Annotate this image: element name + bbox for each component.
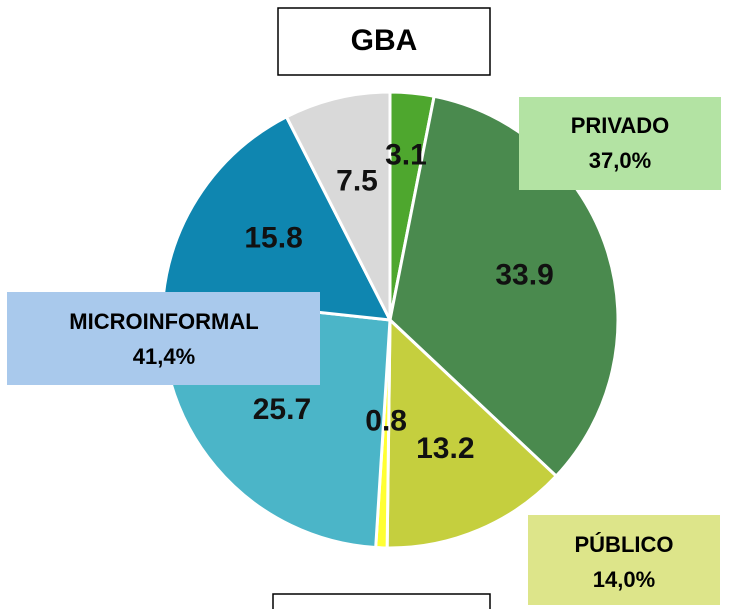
data-label: 3.1	[385, 139, 427, 172]
data-label: 13.2	[416, 432, 474, 465]
slice	[284, 90, 392, 321]
annotation-box	[528, 515, 720, 605]
annotation: 37,0%	[589, 148, 651, 173]
data-label: 15.8	[244, 222, 302, 255]
annotation: 14,0%	[593, 567, 655, 592]
slice	[385, 316, 559, 550]
data-label: 33.9	[495, 259, 553, 292]
slice	[388, 94, 620, 479]
annotation-box	[519, 97, 721, 190]
annotation: PRIVADO	[571, 113, 670, 138]
annotation-box	[7, 292, 320, 385]
annotation: PÚBLICO	[575, 532, 674, 557]
annotation: MICROINFORMAL	[69, 309, 258, 334]
data-label: 7.5	[336, 164, 378, 197]
title-box	[277, 7, 491, 76]
data-label: 25.7	[253, 393, 311, 426]
annotation: 41,4%	[133, 344, 195, 369]
box	[272, 593, 491, 614]
chart-title: GBA	[351, 24, 418, 57]
data-label: 0.8	[365, 404, 407, 437]
slice	[161, 114, 393, 322]
